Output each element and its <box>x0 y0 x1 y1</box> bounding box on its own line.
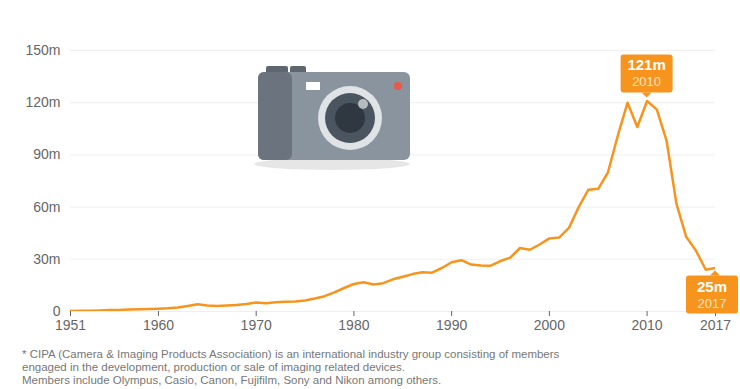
svg-text:1960: 1960 <box>143 317 174 333</box>
svg-text:90m: 90m <box>33 146 60 162</box>
svg-text:2017: 2017 <box>700 317 731 333</box>
svg-text:121m: 121m <box>627 56 665 73</box>
svg-text:1980: 1980 <box>338 317 369 333</box>
svg-text:2010: 2010 <box>632 74 661 89</box>
html-text:engaged in the development, pr: engaged in the development, production o… <box>22 361 405 373</box>
svg-text:2000: 2000 <box>534 317 565 333</box>
svg-text:2017: 2017 <box>698 296 727 311</box>
svg-text:1951: 1951 <box>55 317 86 333</box>
svg-text:60m: 60m <box>33 199 60 215</box>
svg-text:1990: 1990 <box>436 317 467 333</box>
html-text:* CIPA (Camera & Imaging Produ: * CIPA (Camera & Imaging Products Associ… <box>22 348 560 360</box>
svg-text:0: 0 <box>52 303 61 319</box>
svg-text:2010: 2010 <box>632 317 663 333</box>
svg-text:1970: 1970 <box>241 317 272 333</box>
svg-text:120m: 120m <box>25 94 60 110</box>
svg-text:150m: 150m <box>25 42 60 58</box>
html-text:Members include Olympus, Casio: Members include Olympus, Casio, Canon, F… <box>22 374 442 386</box>
svg-text:30m: 30m <box>33 251 60 267</box>
svg-text:25m: 25m <box>697 278 727 295</box>
